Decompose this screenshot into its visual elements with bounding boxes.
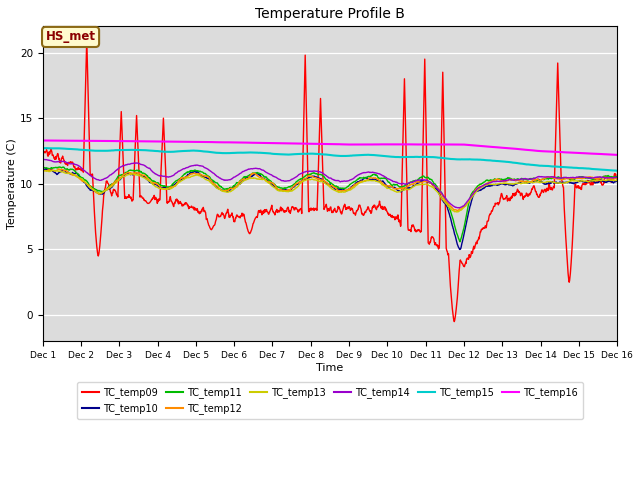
TC_temp16 <box>40 138 48 144</box>
X-axis label: Time: Time <box>316 363 344 373</box>
TC_temp12 <box>305 173 313 179</box>
Line: TC_temp11: TC_temp11 <box>43 167 617 242</box>
TC_temp11 <box>56 164 64 170</box>
TC_temp10 <box>283 188 291 193</box>
TC_temp11 <box>39 165 47 170</box>
TC_temp14 <box>84 170 92 176</box>
Line: TC_temp12: TC_temp12 <box>43 169 617 211</box>
TC_temp11 <box>107 182 115 188</box>
TC_temp11 <box>283 185 291 191</box>
TC_temp16 <box>305 141 313 146</box>
Line: TC_temp10: TC_temp10 <box>43 168 617 250</box>
TC_temp09 <box>39 150 47 156</box>
TC_temp15 <box>39 145 47 151</box>
TC_temp14 <box>456 205 463 211</box>
TC_temp13 <box>283 189 291 194</box>
TC_temp16 <box>295 141 303 146</box>
TC_temp13 <box>107 184 115 190</box>
TC_temp09 <box>613 176 621 181</box>
TC_temp11 <box>366 173 374 179</box>
TC_temp09 <box>107 190 115 196</box>
TC_temp15 <box>305 151 313 156</box>
Line: TC_temp09: TC_temp09 <box>43 39 617 322</box>
TC_temp14 <box>366 170 374 176</box>
TC_temp15 <box>84 147 92 153</box>
TC_temp14 <box>40 156 47 162</box>
TC_temp12 <box>283 188 291 194</box>
TC_temp12 <box>55 166 63 172</box>
TC_temp10 <box>613 178 621 183</box>
TC_temp09 <box>83 36 91 42</box>
TC_temp14 <box>107 172 115 178</box>
TC_temp09 <box>451 319 458 324</box>
TC_temp10 <box>295 180 303 186</box>
TC_temp11 <box>295 177 303 183</box>
Legend: TC_temp09, TC_temp10, TC_temp11, TC_temp12, TC_temp13, TC_temp14, TC_temp15, TC_: TC_temp09, TC_temp10, TC_temp11, TC_temp… <box>77 383 583 419</box>
TC_temp15 <box>295 151 303 157</box>
TC_temp11 <box>456 239 464 245</box>
Line: TC_temp15: TC_temp15 <box>43 148 617 171</box>
TC_temp13 <box>83 181 91 187</box>
TC_temp15 <box>107 148 115 154</box>
Title: Temperature Profile B: Temperature Profile B <box>255 7 405 21</box>
TC_temp14 <box>613 174 621 180</box>
Line: TC_temp14: TC_temp14 <box>43 159 617 208</box>
TC_temp10 <box>366 176 374 182</box>
TC_temp12 <box>107 183 115 189</box>
TC_temp13 <box>452 209 460 215</box>
Text: HS_met: HS_met <box>45 30 95 44</box>
TC_temp13 <box>365 178 373 183</box>
TC_temp12 <box>84 182 92 188</box>
TC_temp16 <box>39 138 47 144</box>
Line: TC_temp16: TC_temp16 <box>43 141 617 155</box>
TC_temp16 <box>366 142 374 147</box>
TC_temp10 <box>39 167 47 173</box>
TC_temp09 <box>283 208 291 214</box>
TC_temp10 <box>42 166 50 171</box>
TC_temp14 <box>295 172 303 178</box>
TC_temp14 <box>305 168 313 174</box>
TC_temp12 <box>613 175 621 181</box>
TC_temp12 <box>366 175 374 181</box>
TC_temp09 <box>305 209 313 215</box>
TC_temp14 <box>283 178 291 184</box>
TC_temp09 <box>366 208 374 214</box>
TC_temp15 <box>42 145 50 151</box>
TC_temp09 <box>84 68 92 73</box>
TC_temp11 <box>305 171 313 177</box>
TC_temp09 <box>295 207 303 213</box>
TC_temp12 <box>39 168 47 174</box>
TC_temp13 <box>39 168 47 173</box>
TC_temp16 <box>283 141 291 146</box>
Y-axis label: Temperature (C): Temperature (C) <box>7 138 17 229</box>
TC_temp15 <box>283 152 291 157</box>
TC_temp12 <box>295 180 303 185</box>
TC_temp11 <box>84 180 92 185</box>
TC_temp15 <box>366 152 374 158</box>
TC_temp10 <box>456 247 464 252</box>
TC_temp16 <box>613 152 621 158</box>
TC_temp15 <box>613 168 621 174</box>
TC_temp13 <box>305 177 312 182</box>
TC_temp16 <box>107 138 115 144</box>
TC_temp16 <box>84 138 92 144</box>
TC_temp12 <box>454 208 461 214</box>
TC_temp11 <box>613 174 621 180</box>
TC_temp10 <box>84 184 92 190</box>
TC_temp14 <box>39 157 47 163</box>
TC_temp13 <box>613 178 621 183</box>
TC_temp10 <box>107 185 115 191</box>
TC_temp13 <box>294 183 302 189</box>
Line: TC_temp13: TC_temp13 <box>43 170 617 212</box>
TC_temp10 <box>305 175 313 180</box>
